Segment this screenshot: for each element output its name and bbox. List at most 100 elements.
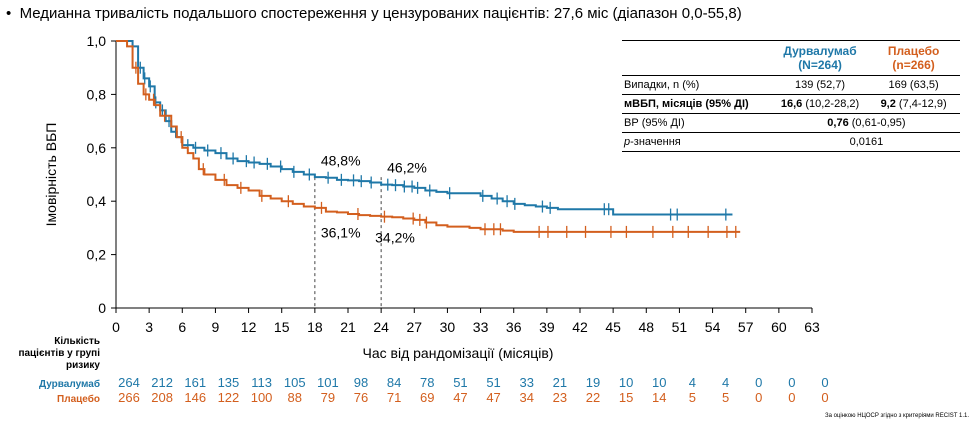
title-text: Медианна тривалість подальшого спостереж… <box>19 5 742 22</box>
risk-value: 34 <box>519 390 533 405</box>
stats-row-label: p-значення <box>622 132 773 152</box>
risk-header-line: пацієнтів у групі <box>18 348 100 359</box>
stats-cell-plac: 9,2 (7,4-12,9) <box>867 94 960 114</box>
p-label-rest: -значення <box>630 136 681 148</box>
risk-value: 208 <box>151 390 173 405</box>
risk-value: 0 <box>755 390 762 405</box>
risk-value: 4 <box>689 375 696 390</box>
series-line <box>116 40 741 233</box>
risk-value: 10 <box>652 375 666 390</box>
risk-value: 100 <box>251 390 273 405</box>
x-tick-label: 63 <box>804 319 820 335</box>
stats-cell-durv: 139 (52,7) <box>772 75 868 95</box>
x-tick-label: 57 <box>738 319 754 335</box>
axes: 00,20,40,60,81,00 3 6 9 12 15 18 21 24 27 30 33 36 39… <box>43 33 820 361</box>
stats-row-label: мВБП, місяців (95% ДІ) <box>622 94 773 114</box>
x-tick-label: 6 <box>178 319 186 335</box>
risk-value: 0 <box>821 390 828 405</box>
x-tick-label: 30 <box>440 319 456 335</box>
annotation-label: 46,2% <box>387 160 427 176</box>
stats-row-hr: ВР (95% ДІ) 0,76 (0,61-0,95) <box>622 113 960 133</box>
stats-cell-plac: 169 (63,5) <box>867 75 960 95</box>
x-tick-label: 15 <box>274 319 290 335</box>
x-tick-label: 36 <box>506 319 522 335</box>
x-axis-label: Час від рандомізації (місяців) <box>363 345 554 361</box>
x-tick-label: 42 <box>572 319 588 335</box>
x-tick-label: 48 <box>638 319 654 335</box>
risk-value: 14 <box>652 390 666 405</box>
stats-row-events: Випадки, n (%) 139 (52,7) 169 (63,5) <box>622 75 960 95</box>
risk-value: 15 <box>619 390 633 405</box>
risk-value: 135 <box>218 375 240 390</box>
header-durv-line2: (N=264) <box>798 58 842 72</box>
risk-value: 47 <box>453 390 467 405</box>
risk-value: 78 <box>420 375 434 390</box>
risk-value: 146 <box>184 390 206 405</box>
y-tick-label: 0,2 <box>87 247 107 263</box>
stats-row-mpfs: мВБП, місяців (95% ДІ) 16,6 (10,2-28,2) … <box>622 94 960 114</box>
stats-cell-durv: 16,6 (10,2-28,2) <box>772 94 868 114</box>
x-tick-label: 60 <box>771 319 787 335</box>
y-tick-label: 0,4 <box>87 193 107 209</box>
y-tick-label: 1,0 <box>87 33 107 49</box>
chart-title: • Медианна тривалість подальшого спостер… <box>6 5 742 22</box>
header-plac-line2: (n=266) <box>892 58 935 72</box>
risk-value: 79 <box>321 390 335 405</box>
y-tick-label: 0,8 <box>87 86 107 102</box>
stats-header-placebo: Плацебо (n=266) <box>867 40 960 76</box>
x-tick-label: 18 <box>307 319 323 335</box>
mpfs-durv-value: 16,6 <box>780 98 803 110</box>
x-tick-label: 33 <box>473 319 489 335</box>
x-tick-label: 12 <box>241 319 257 335</box>
x-tick-label: 21 <box>340 319 356 335</box>
risk-value: 10 <box>619 375 633 390</box>
x-tick-label: 0 <box>112 319 120 335</box>
risk-value: 161 <box>184 375 206 390</box>
risk-value: 0 <box>788 375 795 390</box>
stats-header-empty <box>622 40 773 76</box>
risk-value: 51 <box>486 375 500 390</box>
risk-value: 76 <box>354 390 368 405</box>
annotation-label: 36,1% <box>321 225 361 241</box>
annotation-label: 48,8% <box>321 153 361 169</box>
risk-row-name: Плацебо <box>57 393 100 405</box>
x-tick-label: 3 <box>145 319 153 335</box>
mpfs-plac-value: 9,2 <box>880 98 896 110</box>
risk-value: 105 <box>284 375 306 390</box>
footnote: За оцінкою НЦОСР згідно з критеріями REC… <box>824 413 969 419</box>
risk-value: 266 <box>118 390 140 405</box>
mpfs-plac-ci: (7,4-12,9) <box>895 98 947 110</box>
stats-header-row: Дурвалумаб (N=264) Плацебо (n=266) <box>622 40 960 76</box>
risk-value: 71 <box>387 390 401 405</box>
x-tick-label: 54 <box>705 319 721 335</box>
x-tick-label: 39 <box>539 319 555 335</box>
risk-value: 47 <box>486 390 500 405</box>
risk-value: 113 <box>251 375 272 390</box>
risk-value: 33 <box>519 375 533 390</box>
stats-table: Дурвалумаб (N=264) Плацебо (n=266) Випад… <box>622 40 960 152</box>
risk-value: 5 <box>722 390 729 405</box>
hr-value: 0,76 <box>827 117 849 129</box>
risk-value: 0 <box>788 390 795 405</box>
x-tick-label: 27 <box>406 319 422 335</box>
risk-header-line: Кількість <box>54 336 100 347</box>
stats-header-durvalumab: Дурвалумаб (N=264) <box>772 40 868 76</box>
risk-value: 101 <box>317 375 339 390</box>
risk-value: 4 <box>722 375 729 390</box>
x-tick-label: 9 <box>212 319 220 335</box>
stats-cell-pvalue: 0,0161 <box>772 132 960 152</box>
risk-value: 264 <box>118 375 140 390</box>
risk-value: 0 <box>821 375 828 390</box>
stats-row-label: Випадки, n (%) <box>622 75 773 95</box>
x-tick-label: 51 <box>672 319 688 335</box>
mpfs-durv-ci: (10,2-28,2) <box>802 98 860 110</box>
bullet: • <box>6 5 12 22</box>
risk-value: 98 <box>354 375 368 390</box>
risk-value: 23 <box>553 390 567 405</box>
risk-row-name: Дурвалумаб <box>39 378 100 390</box>
risk-value: 22 <box>586 390 600 405</box>
stats-row-label: ВР (95% ДІ) <box>622 113 773 133</box>
x-tick-label: 24 <box>373 319 389 335</box>
risk-value: 51 <box>453 375 467 390</box>
